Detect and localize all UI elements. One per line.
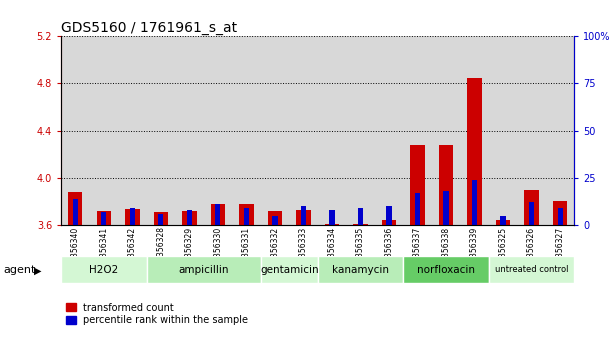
Bar [130, 208, 135, 225]
Bar [215, 204, 221, 225]
Bar [557, 208, 563, 225]
Bar [182, 211, 197, 225]
Bar [73, 199, 78, 225]
Bar [411, 145, 425, 225]
Bar [415, 193, 420, 225]
Bar [524, 189, 539, 225]
Bar [439, 145, 453, 225]
Text: ampicillin: ampicillin [178, 265, 229, 274]
Text: GDS5160 / 1761961_s_at: GDS5160 / 1761961_s_at [61, 21, 237, 35]
Bar [500, 216, 506, 225]
Bar [296, 210, 310, 225]
Bar [325, 224, 339, 225]
Bar [489, 256, 574, 283]
Bar [358, 208, 363, 225]
Bar [268, 211, 282, 225]
Bar [240, 204, 254, 225]
Bar [97, 211, 111, 225]
Bar [529, 203, 534, 225]
Bar [472, 180, 477, 225]
Bar [329, 210, 335, 225]
Text: agent: agent [3, 265, 35, 276]
Text: untreated control: untreated control [495, 265, 568, 274]
Text: kanamycin: kanamycin [332, 265, 389, 274]
Bar [467, 78, 481, 225]
Bar [61, 256, 147, 283]
Bar [147, 256, 261, 283]
Bar [444, 191, 448, 225]
Bar [353, 224, 368, 225]
Bar [261, 256, 318, 283]
Bar [382, 220, 396, 225]
Bar [125, 208, 139, 225]
Bar [553, 201, 567, 225]
Bar [211, 204, 225, 225]
Bar [244, 208, 249, 225]
Bar [101, 212, 106, 225]
Bar [496, 220, 510, 225]
Bar [158, 214, 164, 225]
Text: norfloxacin: norfloxacin [417, 265, 475, 274]
Bar [154, 212, 168, 225]
Bar [273, 216, 277, 225]
Bar [301, 206, 306, 225]
Text: ▶: ▶ [34, 265, 42, 276]
Bar [187, 210, 192, 225]
Legend: transformed count, percentile rank within the sample: transformed count, percentile rank withi… [66, 302, 249, 326]
Bar [68, 192, 82, 225]
Bar [386, 206, 392, 225]
Bar [403, 256, 489, 283]
Text: gentamicin: gentamicin [260, 265, 318, 274]
Bar [318, 256, 403, 283]
Text: H2O2: H2O2 [89, 265, 119, 274]
